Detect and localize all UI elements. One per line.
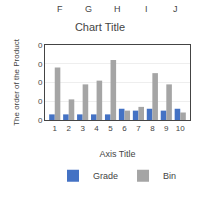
svg-text:G: G bbox=[85, 4, 92, 14]
svg-text:6: 6 bbox=[122, 124, 127, 133]
svg-text:0: 0 bbox=[38, 78, 43, 87]
svg-text:0: 0 bbox=[38, 116, 43, 125]
svg-text:I: I bbox=[145, 4, 148, 14]
svg-text:4: 4 bbox=[94, 124, 99, 133]
svg-text:Axis Title: Axis Title bbox=[99, 149, 135, 159]
svg-text:F: F bbox=[57, 4, 63, 14]
svg-text:5: 5 bbox=[108, 124, 113, 133]
svg-text:0: 0 bbox=[38, 41, 43, 50]
svg-text:0: 0 bbox=[38, 97, 43, 106]
svg-text:2: 2 bbox=[66, 124, 71, 133]
svg-text:0: 0 bbox=[38, 60, 43, 69]
svg-text:Chart Title: Chart Title bbox=[75, 21, 125, 33]
svg-text:10: 10 bbox=[176, 124, 185, 133]
svg-text:J: J bbox=[173, 4, 178, 14]
svg-text:The order of the Product: The order of the Product bbox=[12, 38, 21, 125]
svg-text:H: H bbox=[114, 4, 121, 14]
svg-text:8: 8 bbox=[150, 124, 155, 133]
svg-text:9: 9 bbox=[164, 124, 169, 133]
svg-text:7: 7 bbox=[136, 124, 141, 133]
svg-text:Bin: Bin bbox=[163, 171, 176, 181]
svg-text:1: 1 bbox=[53, 124, 58, 133]
svg-text:Grade: Grade bbox=[93, 171, 118, 181]
svg-text:3: 3 bbox=[80, 124, 85, 133]
